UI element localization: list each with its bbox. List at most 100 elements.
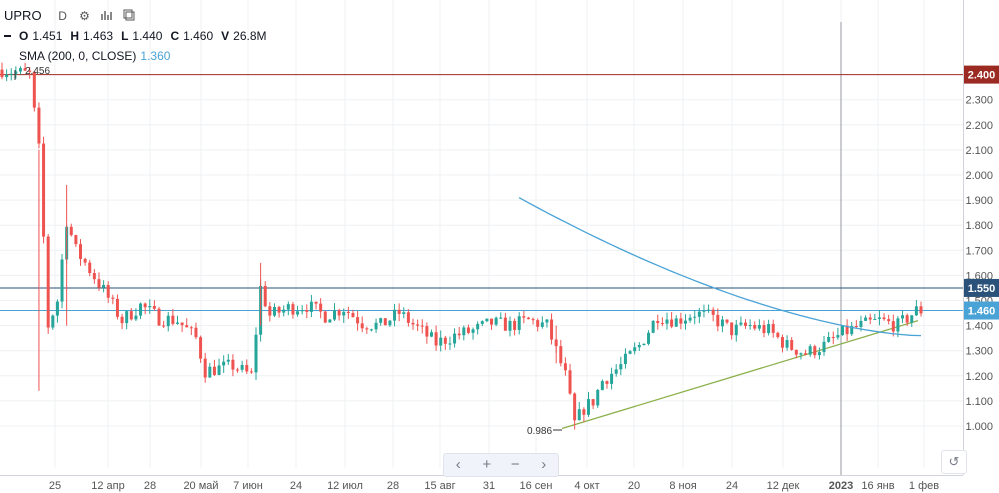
candle-body [231,359,235,370]
candle-body [776,332,780,338]
sma-line[interactable] [518,197,922,337]
candle-body [901,315,905,319]
candle-body [175,322,179,324]
y-tick-label: 1.100 [965,396,993,408]
candle-body [790,340,794,350]
candle-body [226,359,230,362]
candle-body [245,364,249,372]
candle-body [623,353,627,365]
candle-body [730,322,734,336]
candle-body [14,71,18,74]
candle-body [540,322,544,327]
candle-body [877,317,881,319]
close-label: C [170,29,180,43]
x-tick-label: 20 май [183,480,218,492]
candle-body [660,323,664,325]
candle-body [102,284,106,288]
candle-body [526,317,530,320]
candle-body [189,327,193,329]
candle-body [596,389,600,406]
candle-body [642,343,646,346]
high-label: H [70,29,80,43]
symbol-label[interactable]: UPRO [4,8,42,23]
candle-body [850,326,854,335]
candle-body [720,319,724,327]
candle-body [217,365,221,375]
legend-row-indicator[interactable]: SMA (200, 0, CLOSE) 1.360 [4,46,267,66]
candle-body [683,320,687,324]
interval-label[interactable]: D [58,9,67,23]
x-tick-label: 12 апр [91,480,124,492]
candle-body [162,325,166,327]
candle-body [808,346,812,355]
candle-body [23,68,27,71]
candle-body [873,318,877,320]
candle-body [804,353,808,355]
y-tick-label: 2.100 [965,145,993,157]
candle-body [272,306,276,316]
trendline-layer [561,319,919,430]
candle-body [827,337,831,342]
candle-body [0,69,4,78]
candle-body [799,353,803,355]
x-tick-label: 20 [628,480,640,492]
candle-body [674,318,678,327]
candle-body [406,312,410,323]
candle-body [453,333,457,344]
x-tick-label: 31 [483,480,495,492]
candle-body [351,312,355,318]
candles-layer [0,62,923,430]
y-tick-label: 1.400 [965,321,993,333]
candle-body [51,315,55,328]
y-tick-label: 1.800 [965,220,993,232]
candle-body [688,317,692,321]
candle-body [614,369,618,374]
candle-body [143,303,147,308]
candle-body [79,244,83,259]
candle-body [208,366,212,378]
candle-body [42,143,46,237]
candle-body [785,340,789,348]
candle-body [656,320,660,324]
candle-body [254,334,258,373]
reset-chart-button[interactable]: ↺ [941,450,967,474]
volume-value: 26.8M [233,29,267,43]
candle-body [466,327,470,333]
gear-icon[interactable]: ⚙ [79,9,90,23]
scroll-left-button[interactable]: ‹ [455,456,461,473]
candle-body [600,381,604,390]
candle-body [152,306,156,309]
candle-body [517,316,521,330]
legend-row-ohlcv: O 1.451 H 1.463 L 1.440 C 1.460 V 26.8M [4,26,267,46]
candle-body [910,315,914,323]
candle-body [356,317,360,324]
scroll-right-button[interactable]: › [541,456,547,473]
candle-body [840,325,844,336]
candle-body [374,322,378,330]
price-label-box [964,301,999,320]
candle-body [416,324,420,326]
candle-body [679,318,683,324]
zoom-out-button[interactable]: − [510,456,520,473]
candle-body [734,324,738,336]
candle-body [702,310,706,312]
candle-body [60,259,64,302]
x-tick-label: 12 дек [767,480,800,492]
bar-chart-icon[interactable] [100,9,114,23]
zoom-in-button[interactable]: + [482,456,492,473]
candle-body [577,409,581,421]
candle-body [379,318,383,323]
legend-row-title: UPRO D ⚙ [4,6,267,26]
low-annotation: 0.986 [527,426,552,437]
candle-body [199,337,203,359]
candle-body [148,306,152,308]
candle-body [762,325,766,334]
trendline[interactable] [561,319,919,430]
candle-body [97,279,101,288]
compare-icon[interactable] [122,9,136,23]
candle-body [69,226,73,236]
candle-body [522,316,526,318]
candle-body [753,325,757,329]
